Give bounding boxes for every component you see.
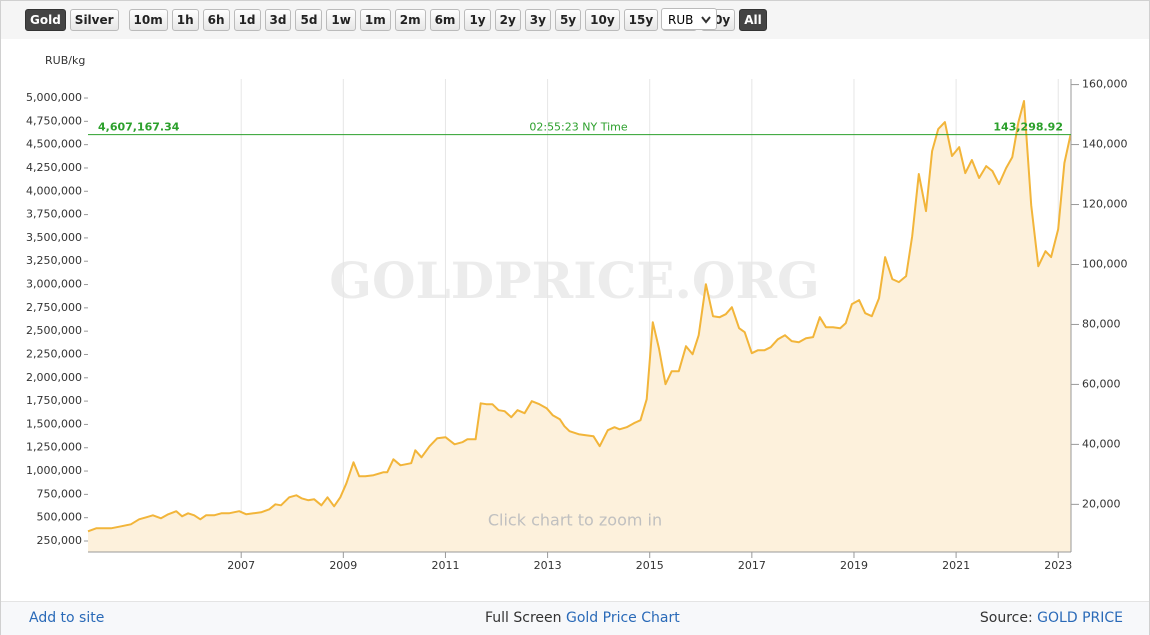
range-button[interactable]: 1m [359,9,391,31]
range-button[interactable]: 6m [429,9,461,31]
currency-select[interactable]: RUB [661,8,717,30]
range-button[interactable]: 2y [494,9,521,31]
y2-tick-label: 100,000 [1082,257,1128,270]
range-button[interactable]: 1d [233,9,261,31]
x-tick-label: 2023 [1044,559,1072,572]
range-button[interactable]: 15y [623,9,659,31]
footer: Add to site Full Screen Gold Price Chart… [1,601,1149,635]
x-tick-label: 2017 [738,559,766,572]
button-group: Gold Silver 10m 1h 6h 1d 3d 5d 1w 1m 2m 6m 1y 2y 3y 5y 1… [25,9,767,31]
source-label: Source: [979,610,1033,626]
price-label-right: 143,298.92 [993,121,1063,134]
dropdown-arrow [701,16,711,24]
y2-tick-label: 120,000 [1082,198,1128,211]
range-button[interactable]: 1h [171,9,199,31]
y2-tick-label: 140,000 [1082,138,1128,151]
y-tick-label: 250,000 [37,534,83,547]
y2-tick-label: 20,000 [1082,497,1121,510]
y2-tick-label: 60,000 [1082,377,1121,390]
range-button[interactable]: 3y [524,9,551,31]
range-button[interactable]: Silver [69,9,119,31]
y2-tick-label: 160,000 [1082,78,1128,91]
fullscreen-label: Full Screen [485,610,562,626]
y-tick-label: 4,750,000 [26,114,82,127]
range-button[interactable]: 1y [464,9,491,31]
x-tick-label: 2021 [942,559,970,572]
range-button[interactable]: All [739,9,767,31]
y2-tick-label: 40,000 [1082,437,1121,450]
y-tick-label: 500,000 [37,511,83,524]
toolbar: Gold Silver 10m 1h 6h 1d 3d 5d 1w 1m 2m 6m 1y 2y 3y 5y 1… [1,1,1149,39]
chart-link[interactable]: Gold Price Chart [565,610,680,626]
range-button[interactable]: 10m [128,9,168,31]
x-tick-label: 2011 [431,559,459,572]
y-tick-label: 4,500,000 [26,138,82,151]
range-button[interactable]: 5y [554,9,582,31]
line [87,100,1072,533]
y-tick-label: 2,500,000 [26,324,82,337]
price-label: 4,607,167.34 [98,121,180,134]
price-time: 02:55:23 NY Time [529,121,627,134]
y-tick-label: 4,250,000 [26,161,82,174]
x-tick-label: 2019 [840,559,868,572]
range-button[interactable]: 6h [202,9,230,31]
watermark: GOLDPRICE.ORG [329,251,819,310]
y-tick-label: 1,250,000 [26,441,82,454]
x-tick-label: 2007 [227,559,255,572]
y-tick-label: 1,750,000 [26,394,82,407]
y-tick-label: 2,000,000 [26,371,82,384]
y-axis-label: RUB/kg [45,54,85,67]
y-tick-label: 3,250,000 [26,254,82,267]
add-to-site-link[interactable]: Add to site [29,610,105,626]
x-tick-label: 2013 [534,559,562,572]
footer-center: Full Screen Gold Price Chart [485,610,680,626]
y-tick-label: 3,500,000 [26,231,82,244]
area [88,101,1071,552]
y-tick-label: 1,000,000 [26,464,82,477]
y-tick-label: 3,750,000 [26,208,82,221]
y-tick-label: 5,000,000 [26,91,82,104]
y-tick-label: 4,000,000 [26,184,82,197]
zoom-hint: Click chart to zoom in [488,511,662,530]
footer-source: Source: GOLD PRICE [980,610,1123,626]
range-button[interactable]: 3d [264,9,292,31]
chart[interactable]: RUB/kg GOLDPRICE.ORG 2007 2009 2011 2013 2015 2… [1,39,1149,601]
range-button[interactable]: 1w [326,9,356,31]
y-tick-label: 1,500,000 [26,417,82,430]
x-tick-label: 2009 [329,559,357,572]
x-tick-label: 2015 [636,559,664,572]
y-tick-label: 2,750,000 [26,301,82,314]
range-button[interactable]: 2m [394,9,426,31]
y2-tick-label: 80,000 [1082,317,1121,330]
range-button[interactable]: 10y [585,9,620,31]
range-button[interactable]: 5d [295,9,323,31]
currency-value: RUB [668,13,694,27]
range-button[interactable]: Gold [25,9,66,31]
y-tick-label: 2,250,000 [26,347,82,360]
y-tick-label: 3,000,000 [26,278,82,291]
source-link[interactable]: GOLD PRICE [1037,610,1123,626]
y-tick-label: 750,000 [37,487,83,500]
